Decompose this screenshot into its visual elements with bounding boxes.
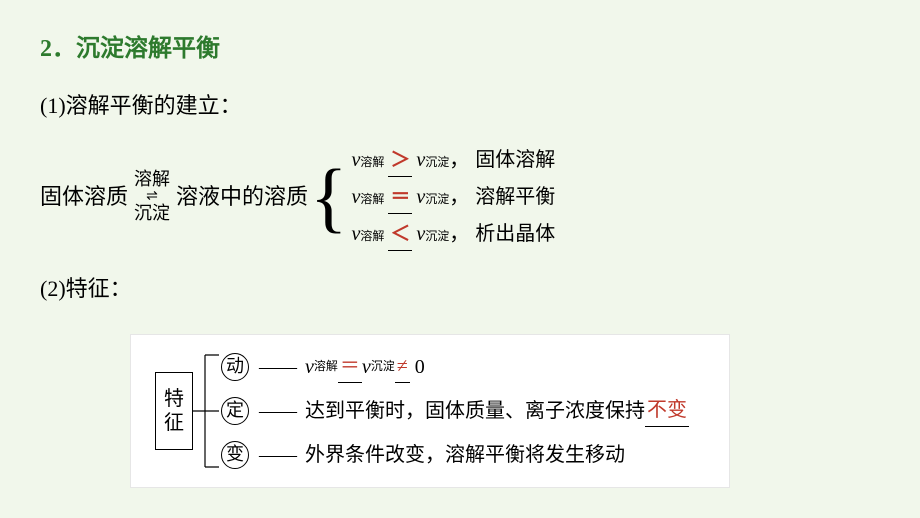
feature-box: 特 征	[155, 372, 193, 450]
arrow-label-top: 溶解	[134, 170, 170, 190]
v-sub-dissolve: 溶解	[360, 190, 384, 209]
feature-rows: 动 —— v溶解 ＝ v沉淀 ≠ 0 定 —— 达到平衡时，固体质量、离子浓度保…	[219, 351, 689, 471]
subsection-2-label: (2)特征：	[40, 271, 880, 306]
feature-box-char: 特	[160, 387, 188, 411]
case-sep: ，	[449, 144, 469, 176]
heading-title: 沉淀溶解平衡	[76, 36, 220, 62]
feature-diagram: 特 征 动 —— v溶解 ＝ v沉淀 ≠ 0 定	[130, 334, 730, 488]
equilibrium-equation: 固体溶质 溶解 ⇌ 沉淀 溶液中的溶质 { v溶解 ＞ v沉淀， 固体溶解 v溶…	[40, 142, 880, 253]
row-text: 外界条件改变，溶解平衡将发生移动	[305, 439, 625, 471]
case-result: 溶解平衡	[475, 181, 555, 213]
row-circ-label: 动	[221, 353, 249, 381]
feature-box-char: 征	[160, 411, 188, 435]
cases-block: v溶解 ＞ v沉淀， 固体溶解 v溶解 ＝ v沉淀， 溶解平衡 v溶解 ＜ v沉…	[351, 142, 555, 253]
case-result: 固体溶解	[475, 144, 555, 176]
case-row: v溶解 ＝ v沉淀， 溶解平衡	[351, 181, 555, 214]
v-sub-dissolve: 溶解	[360, 153, 384, 172]
eq-mid-text: 溶液中的溶质	[176, 179, 308, 214]
arrow-label-bottom: 沉淀	[134, 204, 170, 224]
row-circ-label: 变	[221, 441, 249, 469]
v-symbol: v	[362, 351, 371, 383]
bracket-icon	[193, 351, 219, 471]
case-row: v溶解 ＞ v沉淀， 固体溶解	[351, 144, 555, 177]
row-op1: ＝	[338, 350, 362, 383]
v-sub: 沉淀	[371, 357, 395, 376]
row-dash: ——	[259, 395, 295, 427]
row-red-text: 不变	[645, 394, 689, 427]
reversible-arrow: 溶解 ⇌ 沉淀	[134, 170, 170, 224]
case-sep: ，	[449, 181, 469, 213]
case-op: ＝	[388, 181, 412, 214]
v-symbol: v	[416, 144, 425, 176]
v-symbol: v	[416, 218, 425, 250]
case-op: ＜	[388, 218, 412, 251]
eq-left-text: 固体溶质	[40, 179, 128, 214]
row-dash: ——	[259, 351, 295, 383]
feature-row: 动 —— v溶解 ＝ v沉淀 ≠ 0	[219, 351, 689, 383]
row-dash: ——	[259, 439, 295, 471]
heading-number: 2．	[40, 36, 76, 62]
row-op2: ≠	[395, 350, 410, 383]
arrow-glyph: ⇌	[146, 190, 158, 204]
v-sub: 溶解	[314, 357, 338, 376]
v-sub-precip: 沉淀	[425, 227, 449, 246]
v-symbol: v	[305, 351, 314, 383]
v-symbol: v	[416, 181, 425, 213]
row-zero: 0	[415, 351, 425, 383]
subsection-1-label: (1)溶解平衡的建立：	[40, 88, 880, 123]
row-circ-label: 定	[221, 397, 249, 425]
case-sep: ，	[449, 218, 469, 250]
v-symbol: v	[351, 144, 360, 176]
v-symbol: v	[351, 218, 360, 250]
section-heading: 2．沉淀溶解平衡	[40, 30, 880, 68]
left-brace: {	[310, 158, 347, 236]
v-sub-dissolve: 溶解	[360, 227, 384, 246]
v-sub-precip: 沉淀	[425, 153, 449, 172]
case-op: ＞	[388, 144, 412, 177]
v-symbol: v	[351, 181, 360, 213]
row-text: 达到平衡时，固体质量、离子浓度保持	[305, 395, 645, 427]
v-sub-precip: 沉淀	[425, 190, 449, 209]
feature-row: 定 —— 达到平衡时，固体质量、离子浓度保持不变	[219, 395, 689, 427]
case-row: v溶解 ＜ v沉淀， 析出晶体	[351, 218, 555, 251]
case-result: 析出晶体	[475, 218, 555, 250]
feature-row: 变 —— 外界条件改变，溶解平衡将发生移动	[219, 439, 689, 471]
